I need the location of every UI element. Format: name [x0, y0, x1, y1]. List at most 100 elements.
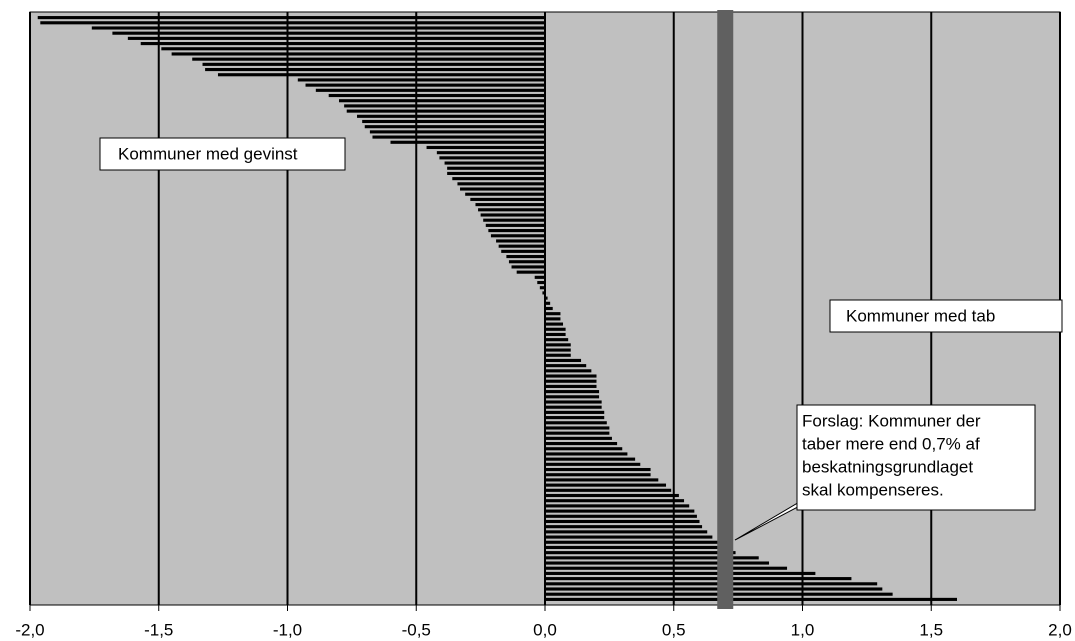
bar — [545, 525, 703, 529]
bar — [140, 42, 545, 46]
bar — [202, 62, 545, 66]
bar — [344, 104, 545, 108]
bar — [542, 291, 545, 295]
bar — [465, 192, 545, 196]
bar — [545, 577, 852, 581]
bar — [483, 218, 545, 222]
bar — [305, 83, 545, 87]
bar — [372, 135, 545, 139]
bar — [545, 306, 553, 311]
bar — [545, 478, 659, 482]
bar — [545, 493, 679, 498]
bar — [545, 301, 551, 305]
bar — [511, 265, 545, 269]
bar — [545, 447, 623, 451]
x-tick-label: 0,5 — [662, 620, 686, 639]
x-tick-label: 0,0 — [533, 620, 557, 639]
bar — [217, 73, 545, 77]
bar — [545, 395, 600, 399]
bar — [545, 587, 883, 591]
bar — [171, 52, 545, 56]
x-tick-label: -0,5 — [402, 620, 431, 639]
callout-line: Forslag: Kommuner der — [802, 411, 981, 430]
bar — [545, 312, 561, 316]
annotation-box — [99, 137, 346, 171]
bar — [545, 369, 592, 373]
bar — [37, 16, 545, 20]
bar — [545, 379, 597, 383]
bar — [539, 286, 545, 290]
callout-line: taber mere end 0,7% af — [802, 434, 980, 453]
bar — [516, 270, 545, 274]
callout-cover — [798, 470, 858, 509]
bar — [485, 223, 545, 227]
x-tick-label: 1,0 — [791, 620, 815, 639]
bar — [545, 374, 597, 378]
bar — [426, 145, 545, 150]
bar — [545, 426, 610, 430]
bar — [545, 332, 566, 337]
bar — [490, 234, 545, 238]
bar — [545, 364, 587, 368]
bar — [470, 197, 545, 201]
bar — [457, 182, 545, 186]
bar — [346, 109, 545, 113]
bar — [545, 436, 612, 440]
bar — [545, 327, 566, 331]
bar — [545, 566, 788, 570]
bar — [545, 504, 690, 508]
bar — [447, 171, 545, 175]
bar — [545, 431, 610, 435]
bar — [545, 530, 708, 534]
bar — [362, 119, 545, 124]
bar — [357, 114, 545, 118]
bar — [545, 582, 878, 586]
bar — [545, 571, 816, 575]
x-tick-label: 1,5 — [919, 620, 943, 639]
bar — [205, 67, 545, 72]
bar — [537, 280, 545, 285]
bar — [339, 99, 545, 103]
bar — [501, 249, 545, 253]
bar — [545, 348, 571, 352]
bar — [545, 343, 571, 347]
bar — [364, 125, 545, 129]
bar — [545, 519, 700, 524]
annotation: Kommuner med gevinst — [118, 144, 298, 163]
bar — [488, 229, 545, 233]
bar — [91, 26, 546, 30]
bar — [545, 358, 582, 363]
bar — [508, 260, 545, 264]
bar — [480, 213, 545, 217]
bar — [545, 597, 957, 601]
x-tick-label: -1,5 — [144, 620, 173, 639]
bar — [127, 36, 545, 40]
bar — [545, 416, 605, 420]
bar — [545, 540, 721, 544]
bar — [545, 452, 628, 456]
bar — [545, 535, 713, 539]
bar — [545, 353, 571, 357]
bar — [545, 483, 667, 487]
bar — [545, 296, 548, 300]
bar — [545, 488, 672, 492]
bar — [545, 405, 602, 409]
annotation: Kommuner med tab — [846, 306, 995, 325]
bar — [545, 551, 736, 555]
bar — [447, 166, 545, 170]
bar — [545, 462, 641, 466]
bar — [475, 203, 545, 207]
bar — [478, 208, 545, 212]
bar — [439, 156, 545, 160]
bar — [161, 47, 545, 51]
bar — [452, 177, 545, 181]
bar — [545, 442, 618, 446]
bar — [545, 421, 607, 425]
bar — [444, 161, 545, 165]
bar — [545, 410, 605, 414]
x-tick-label: 2,0 — [1048, 620, 1072, 639]
bar — [297, 78, 545, 82]
callout-line: skal kompenseres. — [802, 480, 944, 499]
bar — [506, 254, 545, 259]
x-tick-label: -1,0 — [273, 620, 302, 639]
